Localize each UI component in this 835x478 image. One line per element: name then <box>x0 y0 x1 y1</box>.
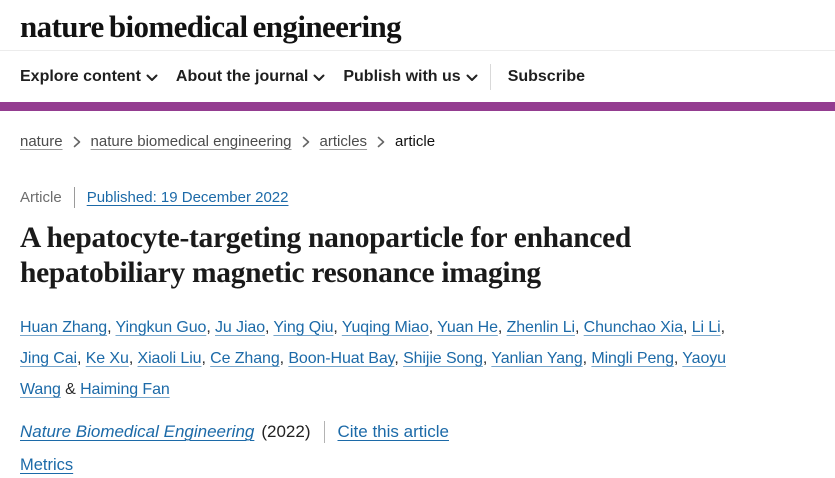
journal-logo[interactable]: nature biomedical engineering <box>20 8 402 44</box>
journal-accent-bar <box>0 102 835 111</box>
author-link-shijie-song[interactable]: Shijie Song <box>403 350 483 367</box>
nav-item-about-the-journal[interactable]: About the journal <box>176 68 325 86</box>
author-link-yingkun-guo[interactable]: Yingkun Guo <box>115 319 207 336</box>
cite-this-article-link[interactable]: Cite this article <box>337 422 449 441</box>
nav-divider <box>489 63 491 90</box>
nav-item-explore-content[interactable]: Explore content <box>20 68 158 86</box>
author-link-yaoyu-wang[interactable]: Yaoyu Wang <box>20 350 726 398</box>
chevron-down-icon <box>466 74 478 81</box>
author-link-mingli-peng[interactable]: Mingli Peng <box>591 350 674 367</box>
author-link-xiaoli-liu[interactable]: Xiaoli Liu <box>137 350 202 367</box>
citation-divider <box>323 421 325 443</box>
author-link-jing-cai[interactable]: Jing Cai <box>20 350 78 367</box>
chevron-right-icon <box>302 136 309 148</box>
author-link-yuan-he[interactable]: Yuan He <box>437 319 498 336</box>
subscribe-link[interactable]: Subscribe <box>507 67 586 85</box>
breadcrumb: nature nature biomedical engineering artic… <box>20 111 815 150</box>
article-meta-row: Article Published: 19 December 2022 <box>20 187 815 208</box>
article-type-label: Article <box>20 189 62 206</box>
author-link-ke-xu[interactable]: Ke Xu <box>85 350 129 367</box>
nav-items: Explore content About the journal Publish … <box>20 68 478 86</box>
journal-masthead: nature biomedical engineering <box>0 0 835 51</box>
top-navigation: Explore content About the journal Publish … <box>0 51 835 102</box>
chevron-right-icon <box>377 136 385 148</box>
author-link-yuqing-miao[interactable]: Yuqing Miao <box>341 319 429 336</box>
published-date-link[interactable]: Published: 19 December 2022 <box>86 189 289 206</box>
breadcrumb-link-nature[interactable]: nature <box>20 133 63 150</box>
meta-divider <box>73 187 75 208</box>
author-link-chunchao-xia[interactable]: Chunchao Xia <box>583 319 683 336</box>
breadcrumb-link-nature-biomedical-engineering[interactable]: nature biomedical engineering <box>90 133 292 150</box>
author-link-ying-qiu[interactable]: Ying Qiu <box>273 319 334 336</box>
journal-name-link[interactable]: Nature Biomedical Engineering <box>20 422 255 441</box>
author-link-ce-zhang[interactable]: Ce Zhang <box>210 350 280 367</box>
author-link-zhenlin-li[interactable]: Zhenlin Li <box>506 319 575 336</box>
breadcrumb-link-articles[interactable]: articles <box>319 133 368 150</box>
publication-year: (2022) <box>261 422 311 441</box>
article-title: A hepatocyte-targeting nanoparticle for … <box>20 222 632 289</box>
breadcrumb-current-article: article <box>395 133 436 150</box>
nav-item-publish-with-us[interactable]: Publish with us <box>343 68 478 86</box>
author-link-boon-huat-bay[interactable]: Boon-Huat Bay <box>288 350 395 367</box>
author-link-ju-jiao[interactable]: Ju Jiao <box>215 319 266 336</box>
author-link-haiming-fan[interactable]: Haiming Fan <box>80 381 170 398</box>
chevron-down-icon <box>313 74 325 81</box>
author-link-huan-zhang[interactable]: Huan Zhang <box>20 319 108 336</box>
author-link-yanlian-yang[interactable]: Yanlian Yang <box>491 350 583 367</box>
article-header-section: nature nature biomedical engineering artic… <box>0 111 835 475</box>
metrics-link[interactable]: Metrics <box>20 456 74 474</box>
author-list: Huan Zhang, Yingkun Guo, Ju Jiao, Ying Q… <box>20 319 726 398</box>
author-link-li-li[interactable]: Li Li <box>691 319 721 336</box>
chevron-down-icon <box>146 74 158 81</box>
chevron-right-icon <box>73 136 80 148</box>
citation-row: Nature Biomedical Engineering (2022) Cit… <box>20 421 815 443</box>
